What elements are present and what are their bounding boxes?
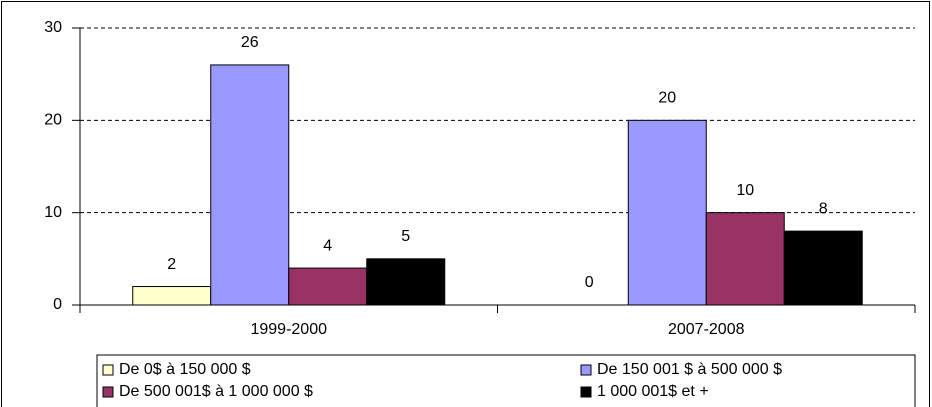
bar [627, 119, 707, 306]
legend-swatch [102, 386, 114, 398]
data-label: 20 [658, 90, 676, 107]
legend-swatch [102, 364, 114, 376]
bar [783, 230, 863, 306]
bar [705, 212, 785, 306]
bar [366, 258, 446, 306]
legend-label: 1 000 001$ et + [597, 383, 709, 400]
x-tick-label: 2007-2008 [668, 321, 745, 338]
x-tick-label: 1999-2000 [250, 321, 327, 338]
y-tick-label: 10 [44, 204, 62, 221]
y-tick-label: 30 [44, 19, 62, 36]
legend-label: De 500 001$ à 1 000 000 $ [119, 383, 313, 400]
legend-label: De 150 001 $ à 500 000 $ [597, 361, 782, 378]
data-label: 10 [736, 182, 754, 199]
data-label: 0 [585, 274, 594, 291]
data-label: 4 [323, 237, 332, 254]
legend-label: De 0$ à 150 000 $ [119, 361, 251, 378]
y-tick-label: 20 [44, 112, 62, 129]
bar [132, 286, 212, 306]
legend-swatch [580, 386, 592, 398]
legend-box [96, 354, 916, 407]
legend-swatch [580, 364, 592, 376]
y-tick-label: 0 [53, 296, 62, 313]
data-label: 26 [241, 34, 259, 51]
data-label: 5 [401, 228, 410, 245]
bar [288, 267, 368, 306]
bar [210, 64, 290, 306]
data-label: 8 [819, 200, 828, 217]
data-label: 2 [167, 256, 176, 273]
